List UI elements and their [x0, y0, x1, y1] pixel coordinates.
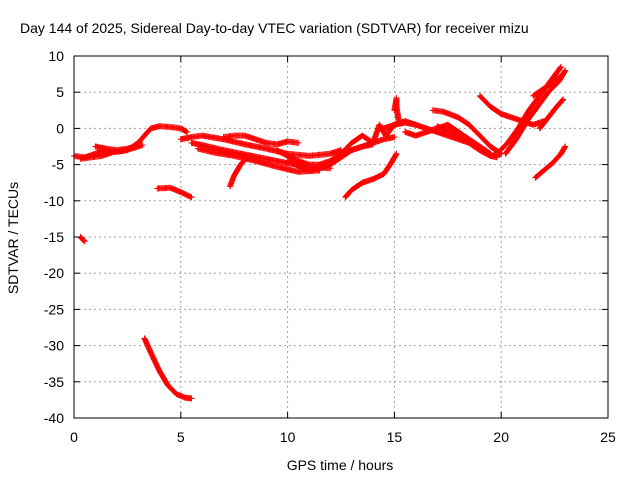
- series-arc-early-upper: [92, 143, 139, 154]
- series-markers: [226, 154, 250, 190]
- data-layer: [71, 63, 569, 402]
- series-markers: [77, 234, 88, 245]
- series-arc-late-3: [429, 107, 505, 157]
- x-tick-label: 25: [600, 429, 616, 445]
- y-tick-label: -5: [52, 157, 65, 173]
- series-arc-rise-d: [536, 96, 567, 132]
- series-markers: [530, 71, 567, 99]
- series-arc-late-low: [532, 143, 569, 181]
- x-tick-label: 20: [493, 429, 509, 445]
- series-arc-rise-c: [530, 71, 567, 99]
- series-markers: [402, 121, 494, 157]
- series-markers: [429, 107, 505, 157]
- x-tick-label: 15: [387, 429, 403, 445]
- y-axis-title: SDTVAR / TECUs: [5, 182, 21, 294]
- y-tick-label: -40: [44, 410, 64, 426]
- series-markers: [434, 123, 500, 161]
- y-tick-label: -25: [44, 301, 64, 317]
- chart-title: Day 144 of 2025, Sidereal Day-to-day VTE…: [20, 20, 529, 36]
- y-tick-label: -10: [44, 193, 64, 209]
- series-markers: [532, 143, 569, 181]
- series-markers: [141, 335, 195, 402]
- y-tick-label: -30: [44, 338, 64, 354]
- series-arc-deep-drop: [141, 335, 195, 402]
- tick-layer: 0 5 10 15 20 25 10 5 0 -5 -10 -15 -20 -25 -30 -35 -40: [44, 48, 616, 445]
- series-arc-late-4: [434, 123, 500, 161]
- series-arc-rise-from-10: [342, 150, 400, 201]
- y-tick-label: -20: [44, 265, 64, 281]
- series-arc-mid-upper: [220, 132, 302, 148]
- series-arc-short-8: [154, 184, 195, 201]
- series-markers: [92, 143, 139, 154]
- y-tick-label: -15: [44, 229, 64, 245]
- series-arc-spike-15: [391, 95, 402, 125]
- series-markers: [154, 184, 195, 201]
- series-arc-late-2: [402, 121, 494, 157]
- y-tick-label: -35: [44, 374, 64, 390]
- series-arc-short-15: [77, 234, 88, 245]
- series-markers: [391, 95, 402, 125]
- y-tick-label: 5: [56, 84, 64, 100]
- series-markers: [536, 96, 567, 132]
- x-axis-title: GPS time / hours: [287, 457, 394, 473]
- x-tick-label: 10: [280, 429, 296, 445]
- series-arc-dip-8: [226, 154, 250, 190]
- y-tick-label: 10: [48, 48, 64, 64]
- x-tick-label: 0: [70, 429, 78, 445]
- y-tick-label: 0: [56, 120, 64, 136]
- series-markers: [342, 150, 400, 201]
- series-markers: [220, 132, 302, 148]
- x-tick-label: 5: [177, 429, 185, 445]
